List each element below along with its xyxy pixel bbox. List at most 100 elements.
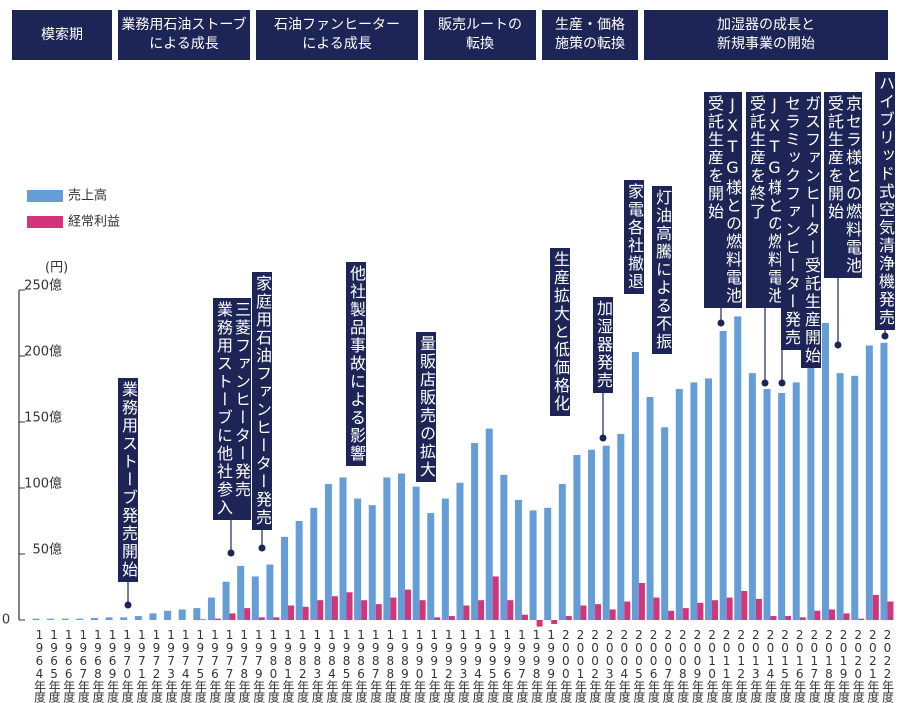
x-tick-label: 1974年度 xyxy=(178,628,193,702)
annotation-text: 生産拡大と低価格化 xyxy=(551,251,570,413)
x-tick-label: 1964年度 xyxy=(32,628,47,702)
x-tick-label: 2001年度 xyxy=(573,628,588,702)
bar xyxy=(580,605,587,620)
x-tick-label: 2011年度 xyxy=(719,628,734,702)
bar xyxy=(668,610,675,620)
bar xyxy=(302,606,309,620)
bar xyxy=(697,602,704,620)
annotation: 家電各社撤退 xyxy=(624,180,644,294)
annotation-text: 家電各社撤退 xyxy=(625,183,644,291)
x-tick-label: 1977年度 xyxy=(222,628,237,702)
legend-swatch xyxy=(27,216,63,228)
bar xyxy=(331,596,338,620)
x-tick-label: 2000年度 xyxy=(558,628,573,702)
bar xyxy=(47,618,55,620)
annotation: 京セラ様との燃料電池 受託生産を開始 xyxy=(824,92,862,278)
annotation: 加湿器発売 xyxy=(593,297,613,393)
phase-label: 新規事業の開始 xyxy=(717,36,815,52)
bar xyxy=(558,484,566,620)
annotation-dot xyxy=(717,319,725,327)
x-tick-label: 2022年度 xyxy=(880,628,895,702)
bar xyxy=(478,600,485,620)
x-tick-label: 2010年度 xyxy=(705,628,720,702)
x-tick-label: 2009年度 xyxy=(690,628,705,702)
bar xyxy=(617,433,625,620)
bar xyxy=(354,498,362,620)
bar xyxy=(266,564,274,620)
phase-label: による成長 xyxy=(302,36,372,52)
bar xyxy=(485,428,493,620)
bar xyxy=(726,597,733,620)
phase-box: 販売ルートの 転換 xyxy=(424,10,536,60)
bar xyxy=(770,616,777,620)
annotation-text: JXTG様との燃料電池 xyxy=(765,95,784,305)
annotation-text: 京セラ様との燃料電池 xyxy=(843,95,862,275)
bar xyxy=(229,613,236,620)
bar xyxy=(521,614,528,620)
x-tick-label: 2021年度 xyxy=(865,628,880,702)
annotation-text: ハイブリッド式空気清浄機発売 xyxy=(876,75,895,327)
bar xyxy=(588,449,596,620)
phase-label: 転換 xyxy=(466,36,494,52)
annotation: 他社製品事故による影響 xyxy=(346,262,366,466)
bar xyxy=(456,482,464,620)
bar xyxy=(244,608,251,620)
bar xyxy=(638,583,645,620)
annotation: 量販店販売の拡大 xyxy=(416,332,436,482)
phase-label: 生産・価格 xyxy=(555,17,625,33)
x-tick-label: 2006年度 xyxy=(646,628,661,702)
annotation: セラミックファンヒーター発売 xyxy=(781,92,801,350)
bar xyxy=(90,618,98,620)
bar xyxy=(778,392,786,620)
annotation-dot xyxy=(599,434,607,442)
bar xyxy=(193,608,201,620)
bar xyxy=(222,581,230,620)
bar xyxy=(573,455,581,620)
annotation: JXTG様との燃料電池 受託生産を終了 xyxy=(746,92,784,308)
annotation-text: 三菱ファンヒーター発売 xyxy=(232,301,251,499)
x-tick-label: 1995年度 xyxy=(485,628,500,702)
bar xyxy=(536,620,543,627)
bar xyxy=(251,576,259,620)
x-tick-label: 1989年度 xyxy=(398,628,412,702)
bar xyxy=(339,477,347,620)
bar xyxy=(544,507,552,620)
annotation: 灯油高騰による不振 xyxy=(652,186,672,354)
bar xyxy=(690,382,698,620)
x-tick-label: 2008年度 xyxy=(675,628,690,702)
bar xyxy=(237,565,245,620)
annotation-text: 家庭用石油ファンヒーター発売 xyxy=(253,275,272,527)
bar xyxy=(120,617,128,620)
bar xyxy=(624,601,631,620)
x-tick-label: 1988年度 xyxy=(383,628,398,702)
bar xyxy=(631,352,639,620)
y-tick-label: 100億 xyxy=(24,476,62,492)
x-tick-label: 1967年度 xyxy=(76,628,91,702)
x-tick-label: 1980年度 xyxy=(266,628,281,702)
annotation-text: JXTG様との燃料電池 xyxy=(723,95,742,305)
x-tick-label: 1979年度 xyxy=(251,628,266,702)
bar xyxy=(492,576,499,620)
bar xyxy=(741,590,748,620)
x-tick-label: 1983年度 xyxy=(310,628,325,702)
x-tick-label: 1970年度 xyxy=(120,628,135,702)
annotation-text: 灯油高騰による不振 xyxy=(653,189,672,351)
x-tick-label: 2013年度 xyxy=(748,628,763,702)
x-tick-label: 1973年度 xyxy=(164,628,179,702)
annotation: JXTG様との燃料電池 受託生産を開始 xyxy=(704,92,742,308)
bar xyxy=(200,619,207,620)
annotation: 三菱ファンヒーター発売 業務用ストーブに他社参入 xyxy=(213,298,251,520)
annotation-dot xyxy=(258,544,266,552)
x-tick-label: 2020年度 xyxy=(851,628,866,702)
phase-label: 業務用石油ストーブ xyxy=(121,17,247,33)
annotation: ハイブリッド式空気清浄機発売 xyxy=(875,72,895,330)
x-tick-label: 1987年度 xyxy=(368,628,383,702)
bar xyxy=(288,605,295,620)
bar xyxy=(441,498,449,620)
x-tick-label: 2018年度 xyxy=(821,628,836,702)
bar xyxy=(880,342,888,620)
bar xyxy=(675,389,683,620)
x-tick-label: 1991年度 xyxy=(427,628,442,702)
x-tick-label: 2019年度 xyxy=(836,628,851,702)
y-tick-label: 50億 xyxy=(32,542,62,558)
